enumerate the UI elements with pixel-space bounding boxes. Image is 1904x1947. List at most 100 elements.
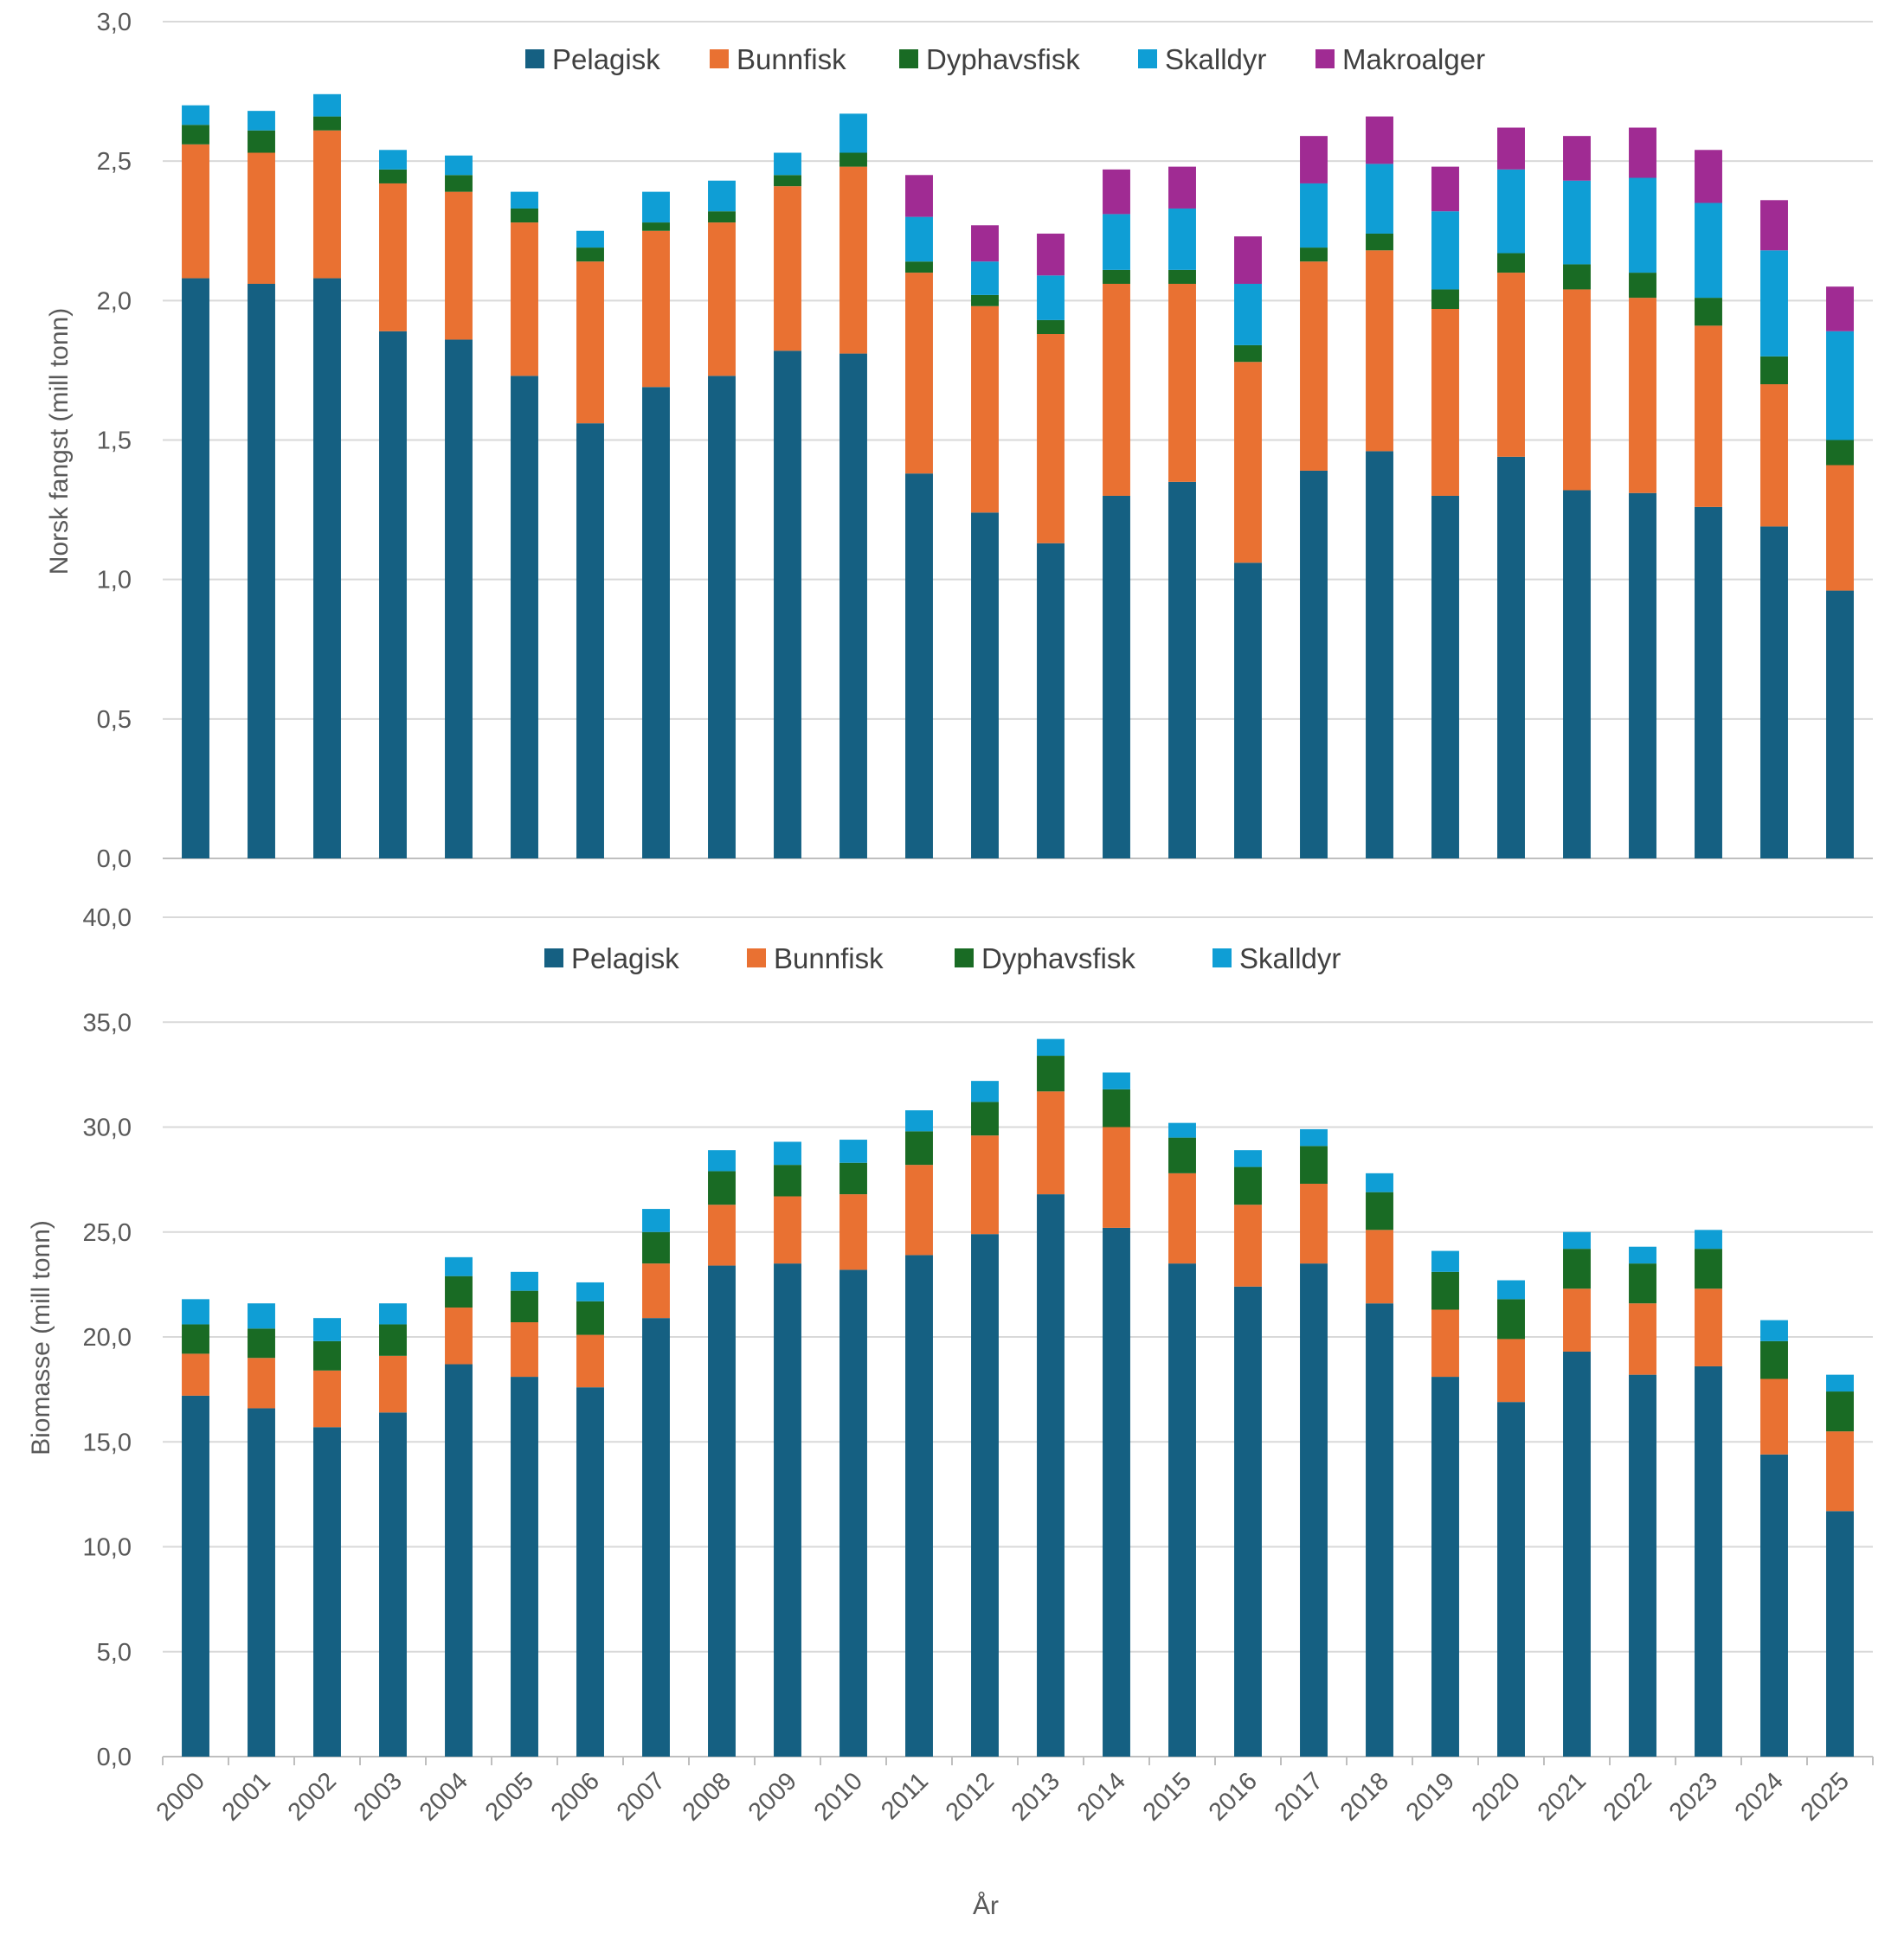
bar-segment-pelagisk-2024: [1760, 526, 1788, 858]
bar-segment-skalldyr-2002: [313, 93, 341, 117]
bar-segment-bunnfisk-2011: [905, 1165, 933, 1256]
bar-segment-skalldyr-2023: [1695, 202, 1722, 299]
x-tick-label: 2017: [1270, 1767, 1328, 1826]
bar-segment-pelagisk-2016: [1234, 562, 1262, 858]
bar-segment-bunnfisk-2018: [1366, 1230, 1393, 1304]
bar-segment-pelagisk-2006: [576, 423, 604, 858]
bar-segment-dyphavsfisk-2000: [182, 125, 209, 145]
bar-segment-skalldyr-2003: [379, 1303, 407, 1325]
bar-segment-bunnfisk-2025: [1826, 465, 1854, 591]
bar-segment-skalldyr-2002: [313, 1318, 341, 1341]
bar-segment-dyphavsfisk-2012: [971, 1102, 999, 1136]
bar-segment-bunnfisk-2023: [1695, 325, 1722, 507]
bar-segment-bunnfisk-2014: [1103, 283, 1130, 496]
bar-segment-pelagisk-2017: [1300, 470, 1328, 858]
bar-segment-dyphavsfisk-2025: [1826, 440, 1854, 466]
y-tick-label: 40,0: [83, 904, 132, 932]
bar-segment-bunnfisk-2005: [511, 1322, 538, 1378]
bar-segment-dyphavsfisk-2019: [1431, 289, 1459, 310]
x-tick-label: 2018: [1335, 1767, 1394, 1826]
bar-segment-skalldyr-2013: [1037, 1038, 1065, 1057]
x-tick-label: 2025: [1796, 1767, 1855, 1826]
bar-segment-pelagisk-2001: [248, 283, 275, 858]
bar-segment-dyphavsfisk-2015: [1168, 1137, 1196, 1173]
y-tick-label: 2,0: [97, 287, 132, 315]
bar-segment-pelagisk-2007: [642, 387, 670, 858]
legend-label: Dyphavsfisk: [981, 942, 1135, 974]
bar-segment-dyphavsfisk-2008: [708, 211, 736, 223]
y-tick-label: 25,0: [83, 1219, 132, 1247]
bar-segment-makroalger-2018: [1366, 116, 1393, 164]
x-tick-label: 2023: [1664, 1767, 1723, 1826]
bar-segment-pelagisk-2023: [1695, 506, 1722, 858]
bar-segment-skalldyr-2010: [839, 1140, 867, 1163]
legend-marker-bunnfisk: [710, 49, 729, 68]
bar-segment-pelagisk-2013: [1037, 1194, 1065, 1757]
x-tick-label: 2001: [217, 1767, 276, 1826]
bar-segment-dyphavsfisk-2017: [1300, 247, 1328, 262]
bar-segment-dyphavsfisk-2018: [1366, 1192, 1393, 1231]
bar-segment-skalldyr-2015: [1168, 1122, 1196, 1138]
x-tick-label: 2007: [612, 1767, 671, 1826]
bar-segment-bunnfisk-2017: [1300, 261, 1328, 471]
bar-segment-skalldyr-2001: [248, 111, 275, 131]
bar-segment-makroalger-2022: [1629, 127, 1656, 178]
bar-segment-makroalger-2020: [1497, 127, 1525, 170]
bar-segment-dyphavsfisk-2014: [1103, 1089, 1130, 1128]
x-tick-label: 2019: [1401, 1767, 1460, 1826]
bar-segment-makroalger-2024: [1760, 200, 1788, 251]
bar-segment-bunnfisk-2016: [1234, 1205, 1262, 1287]
bar-segment-dyphavsfisk-2020: [1497, 253, 1525, 273]
bar-segment-skalldyr-2019: [1431, 211, 1459, 290]
bar-segment-skalldyr-2024: [1760, 250, 1788, 357]
bar-segment-dyphavsfisk-2006: [576, 247, 604, 262]
bar-segment-bunnfisk-2010: [839, 166, 867, 354]
bar-segment-skalldyr-2020: [1497, 1280, 1525, 1300]
y-tick-label: 0,0: [97, 845, 132, 873]
bar-segment-pelagisk-2008: [708, 1265, 736, 1757]
bar-segment-dyphavsfisk-2022: [1629, 1263, 1656, 1304]
bar-segment-skalldyr-2017: [1300, 183, 1328, 248]
bar-segment-makroalger-2021: [1563, 136, 1591, 181]
bar-segment-dyphavsfisk-2021: [1563, 264, 1591, 290]
bar-segment-pelagisk-2014: [1103, 1227, 1130, 1757]
x-tick-label: 2010: [809, 1767, 868, 1826]
bar-segment-bunnfisk-2001: [248, 1358, 275, 1409]
bar-segment-bunnfisk-2023: [1695, 1288, 1722, 1366]
bar-segment-skalldyr-2020: [1497, 169, 1525, 254]
bar-segment-dyphavsfisk-2002: [313, 116, 341, 131]
bar-segment-pelagisk-2001: [248, 1408, 275, 1757]
bar-segment-dyphavsfisk-2020: [1497, 1299, 1525, 1340]
bar-segment-pelagisk-2004: [445, 1364, 473, 1757]
bar-segment-bunnfisk-2012: [971, 1135, 999, 1235]
bar-segment-skalldyr-2007: [642, 1209, 670, 1232]
bar-segment-skalldyr-2023: [1695, 1230, 1722, 1250]
bottom-y-axis-title: Biomasse (mill tonn): [27, 1220, 55, 1455]
bar-segment-dyphavsfisk-2016: [1234, 344, 1262, 363]
x-tick-label: 2013: [1007, 1767, 1065, 1826]
bar-segment-dyphavsfisk-2005: [511, 208, 538, 223]
bar-segment-pelagisk-2020: [1497, 1402, 1525, 1757]
bar-segment-skalldyr-2025: [1826, 331, 1854, 440]
y-tick-label: 0,5: [97, 706, 132, 734]
bar-segment-skalldyr-2011: [905, 1110, 933, 1132]
legend-label: Dyphavsfisk: [926, 43, 1080, 75]
bar-segment-pelagisk-2006: [576, 1387, 604, 1757]
bar-segment-dyphavsfisk-2006: [576, 1301, 604, 1335]
bar-segment-skalldyr-2007: [642, 191, 670, 223]
legend-label: Bunnfisk: [774, 942, 884, 974]
bar-segment-dyphavsfisk-2010: [839, 1162, 867, 1195]
bar-segment-skalldyr-2004: [445, 155, 473, 176]
bar-segment-skalldyr-2018: [1366, 1173, 1393, 1192]
bar-segment-bunnfisk-2008: [708, 1205, 736, 1266]
bar-segment-bunnfisk-2014: [1103, 1127, 1130, 1228]
bar-segment-makroalger-2011: [905, 175, 933, 217]
bar-segment-pelagisk-2002: [313, 278, 341, 859]
x-tick-label: 2008: [678, 1767, 737, 1826]
bar-segment-bunnfisk-2025: [1826, 1431, 1854, 1512]
bar-segment-makroalger-2019: [1431, 166, 1459, 212]
x-tick-label: 2012: [941, 1767, 1000, 1826]
bar-segment-bunnfisk-2024: [1760, 384, 1788, 527]
bar-segment-pelagisk-2015: [1168, 1263, 1196, 1757]
bar-segment-dyphavsfisk-2011: [905, 1131, 933, 1166]
